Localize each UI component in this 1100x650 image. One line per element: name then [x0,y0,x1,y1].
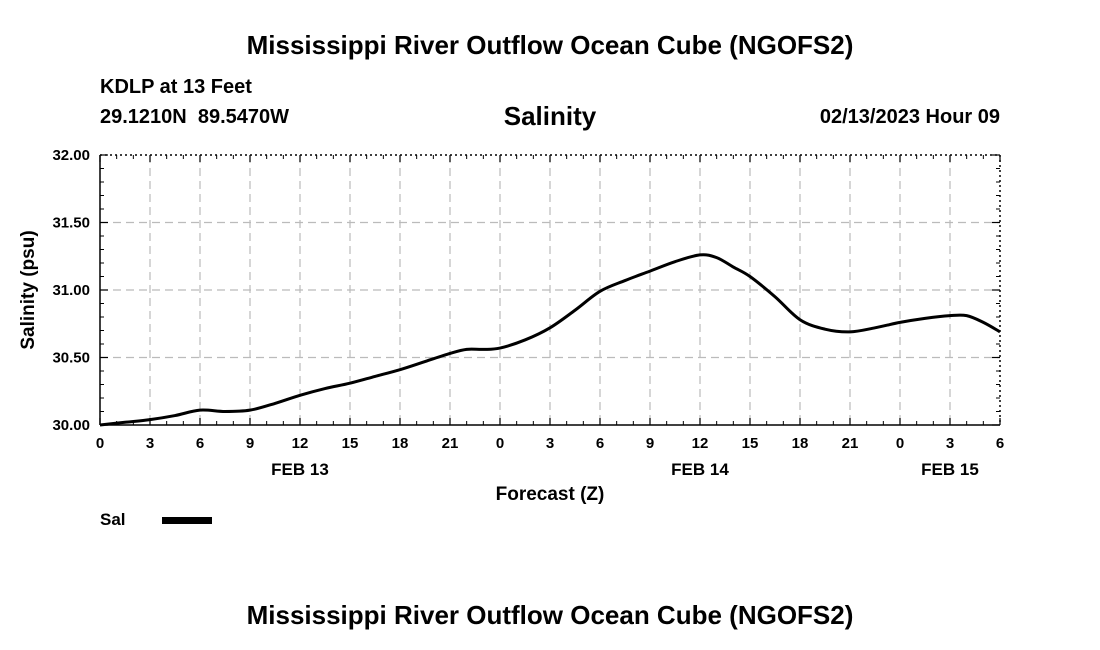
station-name: KDLP at 13 Feet [100,76,252,98]
y-tick-label: 30.50 [52,350,90,367]
axes: 0 3 6 9 12 15 18 21 0 3 6 9 12 15 18 21 0 3 6 30.00 30.50 31.… [52,147,1004,479]
x-tick-label: 0 [896,435,904,452]
date-label: FEB 14 [671,460,729,479]
date-label: FEB 13 [271,460,329,479]
chart-title: Salinity [503,101,597,131]
x-tick-label: 12 [292,435,309,452]
x-tick-label: 6 [196,435,204,452]
salinity-series-line [99,253,1001,427]
x-tick-label: 3 [146,435,154,452]
x-tick-label: 15 [742,435,759,452]
main-title: Mississippi River Outflow Ocean Cube (NG… [246,30,854,60]
x-tick-label: 0 [496,435,504,452]
forecast-time: 02/13/2023 Hour 09 [819,106,1000,128]
x-tick-label: 6 [596,435,604,452]
x-axis-title: Forecast (Z) [496,484,605,505]
x-tick-label: 9 [246,435,254,452]
date-label: FEB 15 [921,460,979,479]
x-tick-label: 3 [946,435,954,452]
x-tick-label: 18 [792,435,809,452]
x-tick-label: 3 [546,435,554,452]
x-tick-label: 21 [842,435,859,452]
y-tick-label: 31.00 [52,282,90,299]
x-tick-label: 0 [96,435,104,452]
legend-label: Sal [100,510,126,529]
station-coordinates: 29.1210N 89.5470W [100,106,290,128]
x-tick-label: 12 [692,435,709,452]
legend-swatch [162,517,212,524]
grid-lines [100,155,1000,425]
y-tick-label: 31.50 [52,215,90,232]
y-axis-title: Salinity (psu) [18,230,39,349]
bottom-title: Mississippi River Outflow Ocean Cube (NG… [246,600,854,630]
x-tick-label: 6 [996,435,1004,452]
series-layer [99,253,1001,427]
x-tick-label: 18 [392,435,409,452]
x-tick-label: 21 [442,435,459,452]
x-tick-label: 15 [342,435,359,452]
y-tick-label: 32.00 [52,147,90,164]
x-tick-label: 9 [646,435,654,452]
y-tick-label: 30.00 [52,417,90,434]
